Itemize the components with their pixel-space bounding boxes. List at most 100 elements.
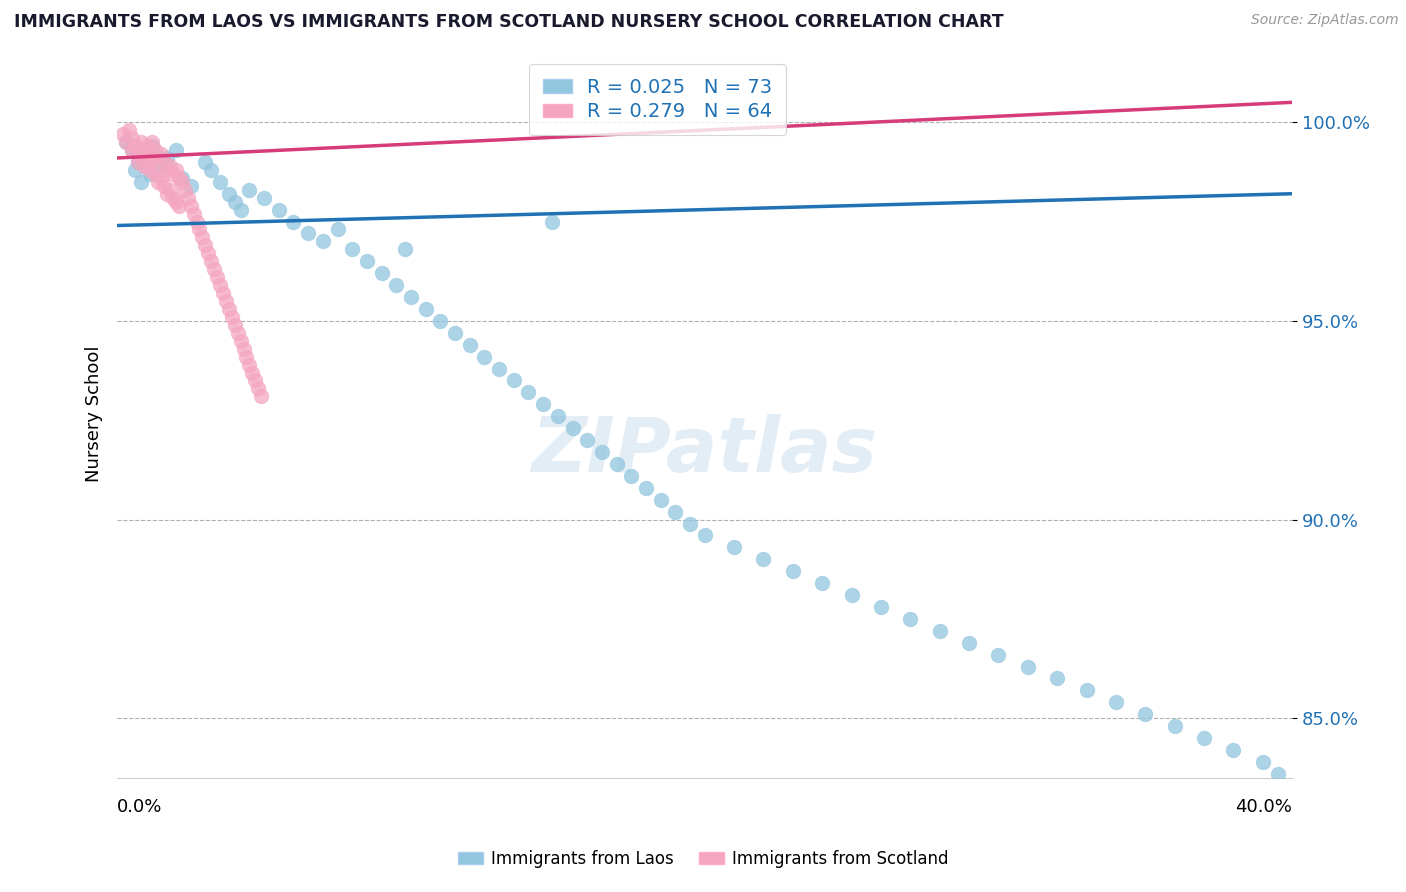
Point — [841, 588, 863, 602]
Point — [180, 178, 202, 193]
Point — [811, 576, 834, 591]
Point — [356, 254, 378, 268]
Point — [167, 170, 190, 185]
Text: IMMIGRANTS FROM LAOS VS IMMIGRANTS FROM SCOTLAND NURSERY SCHOOL CORRELATION CHAR: IMMIGRANTS FROM LAOS VS IMMIGRANTS FROM … — [14, 13, 1004, 31]
Point — [212, 286, 235, 301]
Point — [370, 266, 392, 280]
Point — [253, 191, 276, 205]
Point — [561, 421, 583, 435]
Point — [620, 468, 643, 483]
Point — [205, 270, 228, 285]
Point — [194, 238, 217, 252]
Point — [165, 194, 187, 209]
Point — [127, 155, 149, 169]
Point — [517, 385, 540, 400]
Text: 0.0%: 0.0% — [117, 797, 163, 815]
Point — [129, 135, 152, 149]
Point — [415, 301, 437, 316]
Point — [156, 186, 179, 201]
Point — [474, 350, 496, 364]
Point — [458, 337, 481, 351]
Point — [194, 155, 217, 169]
Point — [150, 147, 173, 161]
Point — [153, 155, 176, 169]
Point — [221, 310, 243, 324]
Point — [121, 131, 143, 145]
Point — [326, 222, 349, 236]
Point — [145, 167, 167, 181]
Point — [145, 143, 167, 157]
Point — [183, 206, 205, 220]
Point — [129, 151, 152, 165]
Point — [267, 202, 290, 217]
Point — [167, 199, 190, 213]
Point — [135, 139, 157, 153]
Point — [502, 374, 524, 388]
Point — [127, 147, 149, 161]
Point — [200, 254, 222, 268]
Point — [591, 445, 613, 459]
Legend: Immigrants from Laos, Immigrants from Scotland: Immigrants from Laos, Immigrants from Sc… — [451, 844, 955, 875]
Point — [1267, 767, 1289, 781]
Point — [1017, 659, 1039, 673]
Point — [159, 183, 181, 197]
Point — [150, 170, 173, 185]
Point — [138, 162, 160, 177]
Point — [1251, 755, 1274, 769]
Point — [118, 123, 141, 137]
Point — [245, 374, 267, 388]
Point — [1046, 672, 1069, 686]
Point — [115, 135, 138, 149]
Point — [1163, 719, 1185, 733]
Point — [138, 147, 160, 161]
Point — [159, 159, 181, 173]
Point — [162, 191, 184, 205]
Point — [127, 155, 149, 169]
Point — [1222, 743, 1244, 757]
Point — [141, 135, 163, 149]
Point — [235, 350, 257, 364]
Point — [191, 230, 214, 244]
Point — [606, 457, 628, 471]
Point — [238, 183, 260, 197]
Point — [240, 366, 263, 380]
Point — [208, 278, 231, 293]
Point — [752, 552, 775, 566]
Point — [141, 139, 163, 153]
Point — [165, 162, 187, 177]
Point — [394, 243, 416, 257]
Point — [197, 246, 219, 260]
Point — [173, 183, 195, 197]
Point — [170, 170, 193, 185]
Point — [115, 135, 138, 149]
Point — [141, 155, 163, 169]
Point — [153, 178, 176, 193]
Point — [782, 564, 804, 578]
Point — [208, 175, 231, 189]
Point — [156, 151, 179, 165]
Point — [928, 624, 950, 638]
Point — [180, 199, 202, 213]
Point — [188, 222, 211, 236]
Point — [444, 326, 467, 340]
Point — [229, 334, 252, 348]
Point — [898, 612, 921, 626]
Point — [226, 326, 249, 340]
Point — [312, 235, 335, 249]
Point — [215, 293, 238, 308]
Text: Source: ZipAtlas.com: Source: ZipAtlas.com — [1251, 13, 1399, 28]
Point — [1076, 683, 1098, 698]
Point — [124, 162, 146, 177]
Point — [399, 290, 422, 304]
Point — [297, 227, 319, 241]
Point — [488, 361, 510, 376]
Point — [124, 139, 146, 153]
Point — [129, 175, 152, 189]
Point — [200, 162, 222, 177]
Point — [112, 127, 135, 141]
Point — [170, 175, 193, 189]
Text: ZIPatlas: ZIPatlas — [531, 414, 877, 488]
Point — [429, 314, 451, 328]
Point — [148, 175, 170, 189]
Point — [250, 389, 273, 403]
